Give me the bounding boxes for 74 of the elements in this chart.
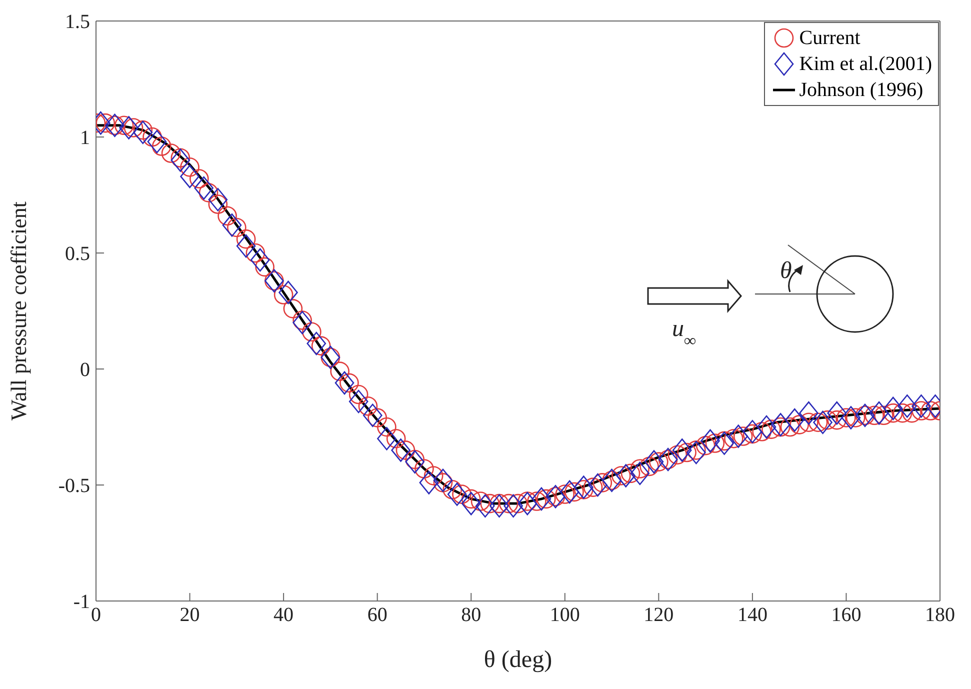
point <box>827 401 846 425</box>
point <box>883 396 903 420</box>
point <box>574 476 594 499</box>
point <box>490 494 509 518</box>
point <box>278 280 298 304</box>
x-tick-label: 100 <box>550 604 580 626</box>
point <box>756 415 776 439</box>
point <box>700 429 720 453</box>
point <box>419 471 439 494</box>
point <box>334 371 354 395</box>
y-tick-label: -0.5 <box>58 475 90 498</box>
legend-label: Johnson (1996) <box>799 78 924 103</box>
point <box>447 482 467 506</box>
x-axis-title: θ (deg) <box>484 647 552 673</box>
y-axis-title: Wall pressure coefficient <box>6 202 31 420</box>
point <box>391 438 410 462</box>
x-tick-label: 120 <box>644 604 674 626</box>
point <box>147 130 167 154</box>
point <box>476 494 495 518</box>
point <box>292 310 312 334</box>
point <box>222 214 242 237</box>
point <box>518 492 538 516</box>
point <box>799 401 818 425</box>
point <box>306 332 326 356</box>
point <box>588 473 608 497</box>
point <box>714 432 734 455</box>
point <box>813 410 832 434</box>
point <box>180 164 200 188</box>
point <box>602 468 622 492</box>
legend-label: Current <box>799 26 860 51</box>
point <box>644 450 664 474</box>
point <box>616 464 636 488</box>
point <box>433 468 453 492</box>
x-tick-label: 20 <box>180 604 200 626</box>
y-tick-label: 0.5 <box>65 243 90 266</box>
point <box>461 492 481 516</box>
point <box>377 426 396 450</box>
point <box>119 116 138 140</box>
x-tick-label: 80 <box>461 604 482 626</box>
y-tick-label: 1 <box>80 127 90 150</box>
point <box>236 234 256 258</box>
point <box>532 487 552 511</box>
point <box>194 176 214 200</box>
point <box>728 424 748 448</box>
point <box>841 406 861 430</box>
point <box>784 408 804 432</box>
point <box>686 440 706 464</box>
point <box>250 248 270 272</box>
point <box>560 480 580 504</box>
point <box>348 390 368 414</box>
point <box>898 394 917 418</box>
y-tick-label: 0 <box>80 359 90 382</box>
point <box>672 438 692 462</box>
annotation: θ <box>780 258 792 284</box>
point <box>133 120 153 144</box>
point <box>742 420 762 444</box>
annotation: u$_{∞}$ <box>672 316 696 350</box>
point <box>770 413 790 436</box>
x-tick-label: 40 <box>274 604 294 626</box>
point <box>630 462 650 486</box>
point <box>869 401 889 425</box>
point <box>362 404 382 428</box>
x-tick-label: 60 <box>367 604 388 626</box>
legend-label: Kim et al.(2001) <box>799 52 932 77</box>
point <box>405 450 424 474</box>
x-tick-label: 140 <box>737 604 768 626</box>
point <box>208 188 228 212</box>
point <box>504 494 523 518</box>
point <box>170 148 190 172</box>
point <box>912 394 931 418</box>
y-tick-label: -1 <box>73 591 90 614</box>
x-tick-label: 180 <box>925 604 955 626</box>
x-tick-label: 160 <box>831 604 862 626</box>
y-tick-label: 1.5 <box>65 11 90 34</box>
